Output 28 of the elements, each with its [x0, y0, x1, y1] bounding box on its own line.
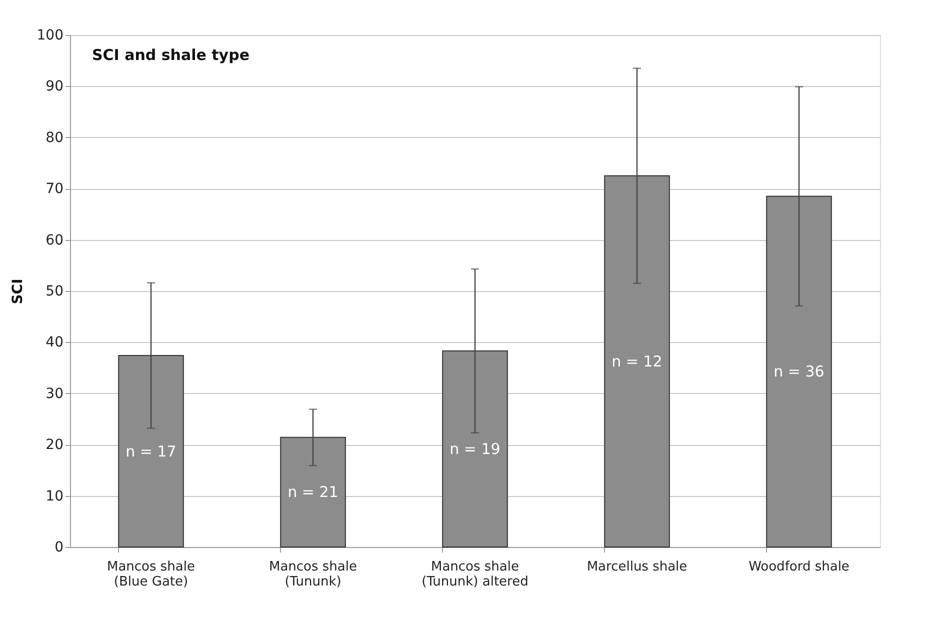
y-tick-label: 60: [46, 232, 64, 248]
y-tick-label: 0: [54, 540, 64, 556]
text: SCI and shale type: [92, 46, 250, 64]
y-tick-label: 40: [46, 334, 64, 351]
x-tick-label: Mancos shale (Tununk) altered: [422, 560, 528, 590]
bar: [604, 175, 670, 548]
y-tick-label: 10: [46, 488, 64, 504]
y-tick-label: 100: [36, 28, 64, 44]
y-tick-label: 90: [46, 78, 64, 95]
annotation: n = 36: [774, 362, 824, 381]
x-tick-label: Mancos shale (Tununk): [268, 560, 358, 590]
y-tick-label: 80: [46, 130, 64, 146]
y-tick-label: 20: [46, 437, 64, 454]
y-tick-label: 70: [46, 181, 64, 198]
y-tick-label: 50: [46, 284, 64, 300]
bar: [280, 436, 346, 548]
bar: [766, 196, 832, 548]
x-tick-label: Marcellus shale: [586, 560, 688, 574]
bar: [442, 350, 508, 548]
annotation: n = 19: [450, 440, 500, 458]
annotation: n = 21: [288, 483, 338, 502]
y-axis-title: SCI: [10, 278, 26, 304]
x-tick-label: Mancos shale (Blue Gate): [106, 560, 196, 590]
x-tick-label: Woodford shale: [748, 560, 850, 574]
bar: [118, 355, 184, 548]
annotation: n = 12: [612, 352, 662, 370]
y-tick-label: 30: [46, 386, 64, 402]
annotation: n = 17: [126, 442, 176, 460]
